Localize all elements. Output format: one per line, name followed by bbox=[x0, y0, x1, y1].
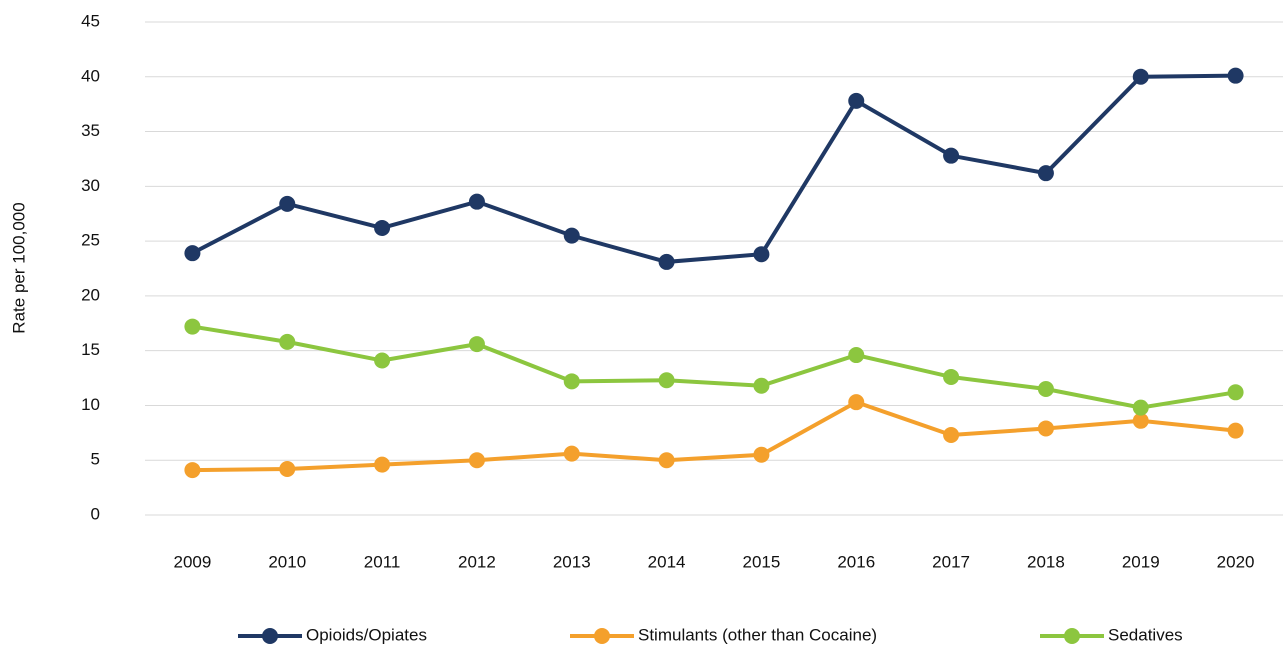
point bbox=[658, 452, 675, 469]
y-tick-label: 40 bbox=[81, 66, 100, 85]
point bbox=[943, 368, 960, 385]
legend-marker bbox=[262, 628, 278, 644]
point bbox=[658, 253, 675, 270]
point bbox=[468, 452, 485, 469]
y-tick-label: 15 bbox=[81, 340, 100, 359]
point bbox=[279, 333, 296, 350]
x-tick-label: 2011 bbox=[364, 552, 401, 571]
series-line bbox=[192, 399, 1236, 473]
point bbox=[374, 352, 391, 369]
point bbox=[753, 246, 770, 263]
y-tick-label: 35 bbox=[81, 121, 100, 140]
legend-label: Sedatives bbox=[1108, 625, 1183, 644]
x-tick-label: 2018 bbox=[1027, 552, 1065, 571]
point bbox=[468, 336, 485, 353]
point bbox=[468, 193, 485, 210]
x-tick-label: 2009 bbox=[174, 552, 212, 571]
y-tick-label: 30 bbox=[81, 176, 100, 195]
series-line bbox=[192, 324, 1236, 410]
point bbox=[943, 427, 960, 444]
point bbox=[1037, 420, 1054, 437]
x-tick-label: 2019 bbox=[1122, 552, 1160, 571]
point bbox=[279, 195, 296, 212]
legend-label: Stimulants (other than Cocaine) bbox=[638, 625, 877, 644]
point bbox=[1132, 68, 1149, 85]
legend-marker bbox=[1064, 628, 1080, 644]
point bbox=[1037, 165, 1054, 182]
point bbox=[279, 460, 296, 477]
point bbox=[1227, 384, 1244, 401]
point bbox=[563, 445, 580, 462]
y-tick-label: 45 bbox=[81, 11, 100, 30]
point bbox=[1227, 67, 1244, 84]
y-tick-label: 25 bbox=[81, 231, 100, 250]
point bbox=[848, 347, 865, 364]
point bbox=[563, 227, 580, 244]
point bbox=[848, 92, 865, 109]
point bbox=[184, 318, 201, 335]
legend-label: Opioids/Opiates bbox=[306, 625, 427, 644]
point bbox=[1132, 399, 1149, 416]
y-tick-label: 20 bbox=[81, 285, 100, 304]
point bbox=[1227, 422, 1244, 439]
x-tick-label: 2016 bbox=[837, 552, 875, 571]
x-tick-label: 2015 bbox=[743, 552, 781, 571]
x-tick-label: 2017 bbox=[932, 552, 970, 571]
point bbox=[848, 394, 865, 411]
y-tick-label: 0 bbox=[91, 504, 100, 523]
point bbox=[563, 373, 580, 390]
x-tick-label: 2014 bbox=[648, 552, 686, 571]
y-tick-label: 5 bbox=[91, 450, 100, 469]
x-tick-label: 2010 bbox=[268, 552, 306, 571]
point bbox=[374, 219, 391, 236]
point bbox=[943, 147, 960, 164]
point bbox=[374, 456, 391, 473]
series-line bbox=[191, 73, 1236, 264]
point bbox=[184, 245, 201, 262]
x-tick-label: 2013 bbox=[553, 552, 591, 571]
point bbox=[753, 377, 770, 394]
y-tick-label: 10 bbox=[81, 395, 100, 414]
point bbox=[658, 372, 675, 389]
point bbox=[1037, 381, 1054, 398]
y-axis-label: Rate per 100,000 bbox=[9, 202, 28, 333]
point bbox=[184, 462, 201, 479]
point bbox=[1132, 412, 1149, 429]
x-tick-label: 2020 bbox=[1217, 552, 1255, 571]
legend-marker bbox=[594, 628, 610, 644]
x-tick-label: 2012 bbox=[458, 552, 496, 571]
point bbox=[753, 446, 770, 463]
